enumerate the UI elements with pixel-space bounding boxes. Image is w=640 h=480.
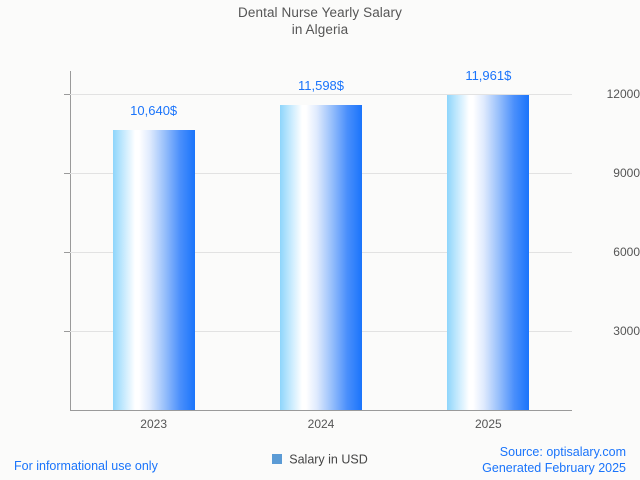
plot-area (70, 71, 572, 410)
x-tick-label-2023: 2023 (140, 417, 167, 431)
source-block: Source: optisalary.com Generated Februar… (482, 444, 626, 476)
chart-legend[interactable]: Salary in USD (0, 452, 640, 467)
chart-title-line-1: Dental Nurse Yearly Salary (238, 5, 402, 20)
y-tick-label: 9000 (613, 166, 640, 181)
generated-text: Generated February 2025 (482, 461, 626, 475)
legend-item-label: Salary in USD (289, 452, 368, 467)
disclaimer-text: For informational use only (14, 459, 158, 473)
y-tick-label: 3000 (613, 324, 640, 339)
bar-value-label-2024: 11,598$ (297, 77, 345, 93)
y-tick-mark (64, 252, 71, 254)
y-tick-label: 6000 (613, 245, 640, 260)
legend-swatch-icon (272, 453, 283, 464)
y-axis-line (70, 71, 71, 411)
x-tick-label-2025: 2025 (474, 417, 502, 431)
source-text: Source: optisalary.com (499, 445, 626, 459)
bar-value-label-2025: 11,961$ (465, 68, 512, 84)
x-axis-line (70, 410, 572, 411)
gridline (70, 94, 572, 96)
bar-2025[interactable] (447, 95, 530, 410)
bar-value-label-2023: 10,640$ (130, 102, 178, 118)
chart-title-line-2: in Algeria (291, 22, 349, 37)
y-tick-mark (64, 331, 71, 333)
bar-2024[interactable] (280, 104, 362, 410)
x-tick-label-2024: 2024 (307, 417, 335, 431)
y-tick-label: 12000 (606, 87, 640, 102)
chart-title: Dental Nurse Yearly Salary in Algeria (0, 4, 640, 38)
bar-2023[interactable] (112, 129, 195, 410)
y-tick-mark (64, 94, 71, 96)
y-tick-mark (64, 173, 71, 175)
